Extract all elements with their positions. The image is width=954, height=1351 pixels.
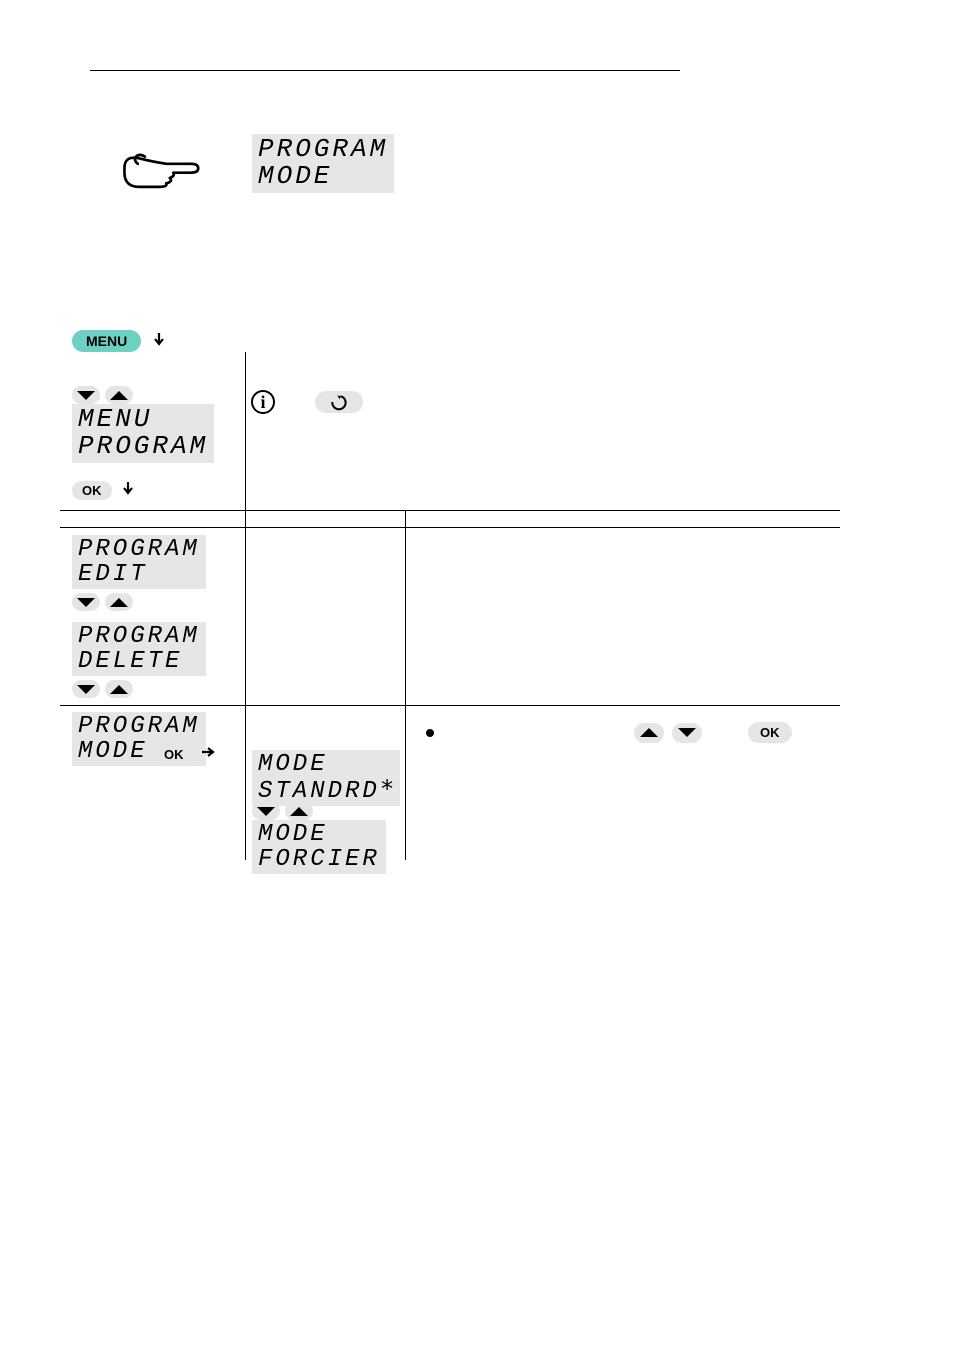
instruction-row: OK [426, 722, 826, 743]
ok-button[interactable]: OK [154, 745, 194, 764]
menu-button[interactable]: MENU [72, 330, 141, 352]
triangle-up-button[interactable] [105, 386, 133, 404]
lcd-mode1-suffix: * [380, 775, 394, 803]
table-rule-2 [60, 527, 840, 528]
triangle-up-icon [640, 728, 658, 737]
triangle-up-icon [110, 391, 128, 400]
lcd-mode-standard: MODE STANDRD* [252, 750, 400, 806]
down-up-pair-4 [252, 802, 313, 820]
triangle-down-button[interactable] [252, 802, 280, 820]
lcd-mode2-line1: MODE [258, 822, 380, 847]
triangle-down-button[interactable] [72, 680, 100, 698]
pointing-hand-icon [120, 146, 200, 200]
lcd-program-edit: PROGRAM EDIT [72, 535, 206, 589]
info-icon[interactable]: i [251, 390, 275, 414]
ok-button[interactable]: OK [72, 481, 112, 500]
ok-button[interactable]: OK [748, 722, 792, 743]
lcd-pe-line1: PROGRAM [78, 537, 200, 562]
triangle-down-button[interactable] [672, 723, 702, 743]
lcd-mode2-line2: FORCIER [258, 847, 380, 872]
triangle-down-icon [678, 728, 696, 737]
lcd-pm-line1: PROGRAM [78, 714, 200, 739]
lcd-menu-line2: PROGRAM [78, 433, 208, 460]
lcd-mode1-line2: STANDRD* [258, 777, 394, 804]
ok-button-inline: OK [154, 744, 216, 765]
arrow-down-icon [120, 480, 136, 501]
down-up-pair-3 [72, 680, 133, 698]
triangle-up-button[interactable] [105, 680, 133, 698]
top-rule [90, 70, 680, 71]
lcd-program-delete: PROGRAM DELETE [72, 622, 206, 676]
triangle-down-icon [77, 391, 95, 400]
triangle-up-button[interactable] [634, 723, 664, 743]
triangle-down-icon [257, 807, 275, 816]
instruction-controls: OK [634, 722, 792, 743]
table-rule-3 [60, 705, 840, 706]
triangle-down-icon [77, 685, 95, 694]
lcd-mode-forcier: MODE FORCIER [252, 820, 386, 874]
page: PROGRAM MODE MENU MENU PROGRAM OK i [0, 0, 954, 1351]
lcd-mode1-line1: MODE [258, 752, 394, 777]
lcd-menu-program: MENU PROGRAM [72, 404, 214, 463]
triangle-up-icon [110, 598, 128, 607]
back-icon [329, 393, 349, 411]
triangle-up-icon [290, 807, 308, 816]
arrow-down-icon [151, 331, 167, 352]
lcd-title-line1: PROGRAM [258, 136, 388, 163]
arrow-right-icon [200, 744, 216, 765]
vertical-divider-2 [405, 510, 406, 860]
vertical-divider-1 [245, 352, 246, 860]
triangle-down-button[interactable] [72, 593, 100, 611]
table-rule-1 [60, 510, 840, 511]
lcd-title-line2: MODE [258, 163, 388, 190]
triangle-up-icon [110, 685, 128, 694]
triangle-down-button[interactable] [72, 386, 100, 404]
lcd-pd-line2: DELETE [78, 649, 200, 674]
lcd-title: PROGRAM MODE [252, 134, 394, 193]
ok-button-row: OK [72, 480, 136, 501]
lcd-pe-line2: EDIT [78, 562, 200, 587]
down-up-pair-2 [72, 593, 133, 611]
info-back-row: i [251, 390, 363, 414]
triangle-up-button[interactable] [105, 593, 133, 611]
triangle-up-button[interactable] [285, 802, 313, 820]
menu-button-row: MENU [72, 330, 167, 352]
triangle-down-icon [77, 598, 95, 607]
lcd-pd-line1: PROGRAM [78, 624, 200, 649]
bullet-icon [426, 729, 434, 737]
down-up-pair-1 [72, 386, 133, 404]
lcd-menu-line1: MENU [78, 406, 208, 433]
back-button[interactable] [315, 391, 363, 413]
